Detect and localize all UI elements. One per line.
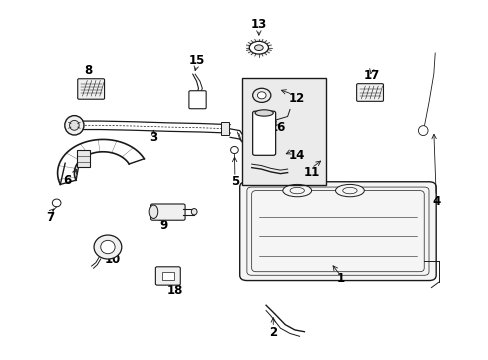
- Text: 6: 6: [63, 174, 71, 186]
- FancyBboxPatch shape: [239, 182, 435, 280]
- FancyBboxPatch shape: [150, 204, 184, 220]
- FancyBboxPatch shape: [155, 267, 180, 285]
- Ellipse shape: [94, 235, 122, 259]
- Ellipse shape: [282, 184, 311, 197]
- Text: 16: 16: [269, 121, 285, 134]
- Ellipse shape: [252, 88, 270, 102]
- Text: 12: 12: [288, 93, 305, 105]
- Ellipse shape: [342, 188, 356, 194]
- Text: 2: 2: [268, 326, 277, 339]
- Text: 1: 1: [336, 272, 344, 285]
- Ellipse shape: [418, 126, 427, 136]
- FancyBboxPatch shape: [78, 79, 104, 99]
- FancyBboxPatch shape: [356, 84, 383, 101]
- Text: 15: 15: [188, 54, 204, 67]
- Ellipse shape: [69, 120, 79, 130]
- Ellipse shape: [289, 188, 304, 194]
- Ellipse shape: [255, 110, 273, 116]
- Bar: [77, 150, 90, 167]
- Bar: [221, 122, 229, 135]
- Text: 8: 8: [84, 64, 93, 77]
- Ellipse shape: [257, 92, 265, 99]
- Bar: [242, 78, 325, 185]
- Ellipse shape: [249, 41, 268, 54]
- Text: 14: 14: [288, 149, 305, 162]
- Text: 18: 18: [166, 284, 183, 297]
- Ellipse shape: [52, 199, 61, 207]
- Ellipse shape: [191, 208, 197, 215]
- Ellipse shape: [64, 116, 84, 135]
- Text: 4: 4: [431, 195, 439, 208]
- Text: 3: 3: [149, 131, 157, 144]
- FancyBboxPatch shape: [188, 91, 206, 109]
- Bar: [242, 78, 325, 185]
- Text: 7: 7: [46, 211, 54, 224]
- Ellipse shape: [335, 184, 364, 197]
- Text: 17: 17: [363, 69, 379, 82]
- Ellipse shape: [101, 240, 115, 254]
- Ellipse shape: [245, 39, 271, 57]
- Ellipse shape: [230, 147, 238, 154]
- FancyBboxPatch shape: [252, 111, 275, 155]
- Text: 11: 11: [303, 166, 319, 179]
- Text: 13: 13: [250, 18, 266, 31]
- Ellipse shape: [149, 205, 158, 219]
- Ellipse shape: [254, 45, 263, 50]
- Text: 5: 5: [230, 175, 239, 188]
- Bar: [162, 272, 173, 280]
- Text: 9: 9: [159, 219, 167, 232]
- Text: 10: 10: [104, 253, 121, 266]
